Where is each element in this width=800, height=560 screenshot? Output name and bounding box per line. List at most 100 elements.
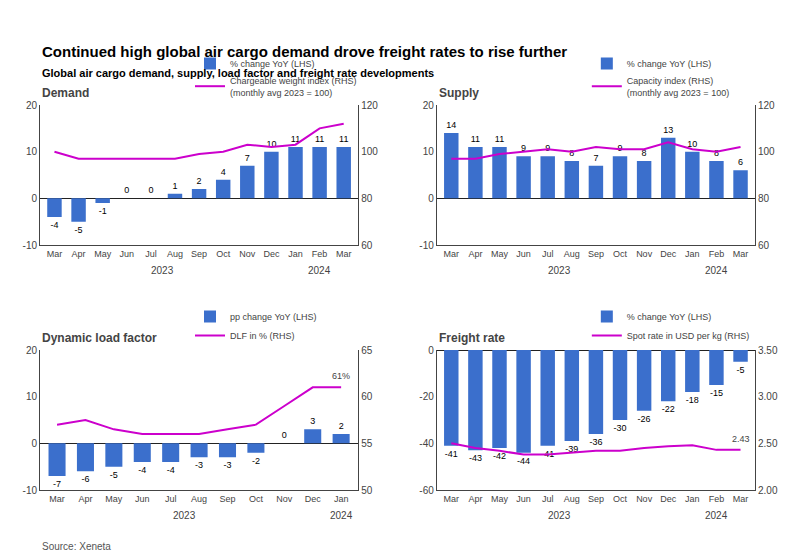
svg-text:11: 11 [291, 134, 300, 144]
svg-text:80: 80 [361, 193, 373, 204]
svg-text:10: 10 [26, 391, 38, 402]
svg-text:Aug: Aug [564, 249, 580, 259]
svg-text:Oct: Oct [613, 249, 628, 259]
svg-text:20: 20 [26, 100, 38, 111]
svg-text:Apr: Apr [72, 249, 86, 259]
svg-text:Mar: Mar [733, 494, 749, 504]
svg-text:-44: -44 [517, 456, 530, 466]
svg-text:Jul: Jul [145, 249, 157, 259]
svg-text:-10: -10 [419, 240, 434, 251]
svg-text:-6: -6 [81, 474, 89, 484]
svg-text:-3: -3 [195, 460, 203, 470]
svg-text:May: May [94, 249, 112, 259]
svg-text:-36: -36 [589, 437, 602, 447]
svg-text:-1: -1 [99, 206, 107, 216]
svg-text:2024: 2024 [330, 510, 353, 521]
svg-text:Apr: Apr [78, 494, 92, 504]
svg-text:DLF in % (RHS): DLF in % (RHS) [230, 331, 295, 341]
svg-text:2023: 2023 [548, 265, 571, 276]
svg-text:Dec: Dec [263, 249, 280, 259]
svg-text:11: 11 [495, 134, 504, 144]
svg-text:-40: -40 [419, 438, 434, 449]
svg-text:Sep: Sep [219, 494, 235, 504]
svg-text:0: 0 [428, 193, 434, 204]
svg-text:May: May [105, 494, 123, 504]
svg-text:0: 0 [31, 193, 37, 204]
svg-text:2024: 2024 [308, 265, 331, 276]
svg-text:Source: Xeneta: Source: Xeneta [42, 541, 111, 552]
svg-text:Feb: Feb [312, 249, 328, 259]
svg-text:Nov: Nov [636, 249, 653, 259]
svg-text:Demand: Demand [42, 86, 89, 100]
svg-text:Capacity index (RHS)(monthly a: Capacity index (RHS)(monthly avg 2023 = … [627, 76, 729, 98]
svg-text:-5: -5 [75, 225, 83, 235]
svg-text:2.00: 2.00 [758, 485, 778, 496]
svg-text:Sep: Sep [588, 249, 604, 259]
svg-text:-5: -5 [737, 365, 745, 375]
svg-text:Oct: Oct [249, 494, 264, 504]
svg-text:0: 0 [124, 185, 129, 195]
svg-text:Nov: Nov [239, 249, 256, 259]
svg-text:Feb: Feb [709, 494, 725, 504]
svg-text:Mar: Mar [444, 249, 460, 259]
svg-text:Jan: Jan [288, 249, 303, 259]
svg-text:-10: -10 [23, 240, 38, 251]
svg-text:4: 4 [221, 167, 226, 177]
svg-text:% change YoY (LHS): % change YoY (LHS) [230, 59, 314, 69]
svg-text:pp change YoY (LHS): pp change YoY (LHS) [230, 312, 316, 322]
svg-text:Mar: Mar [444, 494, 460, 504]
svg-text:-5: -5 [110, 470, 118, 480]
svg-text:Oct: Oct [613, 494, 628, 504]
svg-text:11: 11 [471, 134, 480, 144]
svg-text:-15: -15 [710, 388, 723, 398]
svg-text:1: 1 [172, 181, 177, 191]
svg-text:Global air cargo demand, suppl: Global air cargo demand, supply, load fa… [42, 67, 434, 79]
svg-text:% change YoY (LHS): % change YoY (LHS) [627, 312, 711, 322]
svg-text:3.00: 3.00 [758, 391, 778, 402]
svg-text:11: 11 [339, 134, 348, 144]
svg-text:Jul: Jul [542, 249, 554, 259]
svg-text:8: 8 [569, 148, 574, 158]
svg-text:60: 60 [361, 240, 373, 251]
svg-text:Mar: Mar [49, 494, 65, 504]
svg-text:2023: 2023 [548, 510, 571, 521]
svg-text:Dec: Dec [660, 249, 677, 259]
svg-text:-7: -7 [53, 479, 61, 489]
svg-text:2023: 2023 [151, 265, 174, 276]
svg-text:Jan: Jan [685, 494, 700, 504]
svg-text:Apr: Apr [468, 494, 482, 504]
svg-text:Feb: Feb [709, 249, 725, 259]
svg-text:Jun: Jun [120, 249, 135, 259]
svg-text:-2: -2 [252, 456, 260, 466]
svg-text:-4: -4 [167, 465, 175, 475]
svg-text:14: 14 [446, 120, 456, 130]
svg-text:-4: -4 [138, 465, 146, 475]
svg-text:Mar: Mar [733, 249, 749, 259]
svg-text:% change YoY (LHS): % change YoY (LHS) [627, 59, 711, 69]
svg-text:10: 10 [423, 146, 435, 157]
svg-text:Nov: Nov [636, 494, 653, 504]
svg-text:100: 100 [758, 146, 775, 157]
svg-text:60: 60 [758, 240, 770, 251]
svg-text:61%: 61% [332, 371, 350, 381]
svg-text:0: 0 [428, 345, 434, 356]
svg-text:100: 100 [361, 146, 378, 157]
svg-text:Mar: Mar [336, 249, 352, 259]
svg-text:Aug: Aug [167, 249, 183, 259]
svg-text:-60: -60 [419, 485, 434, 496]
svg-text:20: 20 [423, 100, 435, 111]
svg-text:10: 10 [266, 139, 276, 149]
svg-text:Jan: Jan [334, 494, 349, 504]
svg-text:Sep: Sep [191, 249, 207, 259]
svg-text:50: 50 [361, 485, 373, 496]
svg-text:2: 2 [197, 176, 202, 186]
svg-text:120: 120 [758, 100, 775, 111]
svg-text:-42: -42 [493, 451, 506, 461]
svg-text:Dec: Dec [305, 494, 322, 504]
svg-text:Freight rate: Freight rate [439, 331, 505, 345]
svg-text:11: 11 [315, 134, 324, 144]
svg-text:9: 9 [521, 143, 526, 153]
svg-text:60: 60 [361, 391, 373, 402]
svg-text:Mar: Mar [47, 249, 63, 259]
svg-text:Jul: Jul [542, 494, 554, 504]
